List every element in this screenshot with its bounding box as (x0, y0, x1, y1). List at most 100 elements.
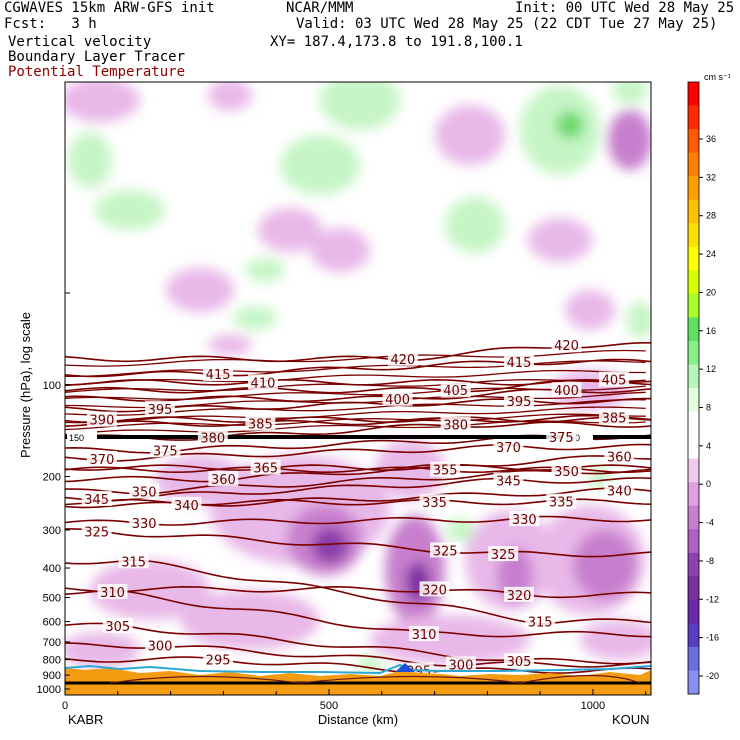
theta-label-bg (208, 471, 239, 487)
colorbar-swatch (688, 364, 699, 389)
theta-label: 355 (433, 464, 458, 479)
theta-label: 415 (206, 368, 231, 383)
colorbar-swatch (688, 411, 699, 436)
theta-label-bg (203, 651, 234, 667)
colorbar-label: -20 (706, 671, 719, 681)
theta-label: 310 (412, 628, 437, 643)
theta-label-bg (445, 656, 476, 672)
theta-label: 390 (90, 414, 115, 429)
theta-label: 360 (607, 451, 632, 466)
colorbar-label: 32 (706, 172, 716, 182)
theta-label-bg (604, 448, 635, 464)
theta-label: 325 (433, 544, 458, 559)
updraft-region (356, 657, 384, 673)
theta-label-bg (86, 411, 117, 427)
velocity-colorbar: 36 32 28 24 20 16 12 8 4 0 -4 -8 -12 -16 -20 (687, 81, 719, 695)
theta-contour-385 (65, 414, 651, 427)
colorbar-swatch (688, 246, 699, 271)
colorbar-swatch (688, 458, 699, 483)
downdraft-region (310, 228, 370, 272)
theta-label: 300 (449, 658, 474, 673)
y-tick-label: 200 (43, 472, 61, 484)
theta-contour-extra (65, 420, 646, 436)
theta-label-bg (546, 428, 577, 444)
colorbar-swatch (688, 176, 699, 201)
colorbar-swatch (688, 105, 699, 130)
theta-label: 340 (607, 484, 632, 499)
updraft-region (320, 82, 400, 130)
theta-contour-345 (65, 477, 651, 502)
downdraft-region (65, 632, 140, 668)
theta-label-bg (118, 553, 149, 569)
downdraft-region (166, 268, 234, 312)
theta-label-bg (102, 617, 133, 633)
theta-contour-extra (65, 385, 646, 400)
y-tick-label: 300 (43, 525, 61, 537)
theta-label: 375 (549, 431, 574, 446)
y-tick-label: 400 (43, 563, 61, 575)
theta-contour-extra (65, 349, 646, 367)
theta-label-bg (440, 416, 471, 432)
theta-label-bg (504, 393, 535, 409)
colorbar-swatch (688, 388, 699, 412)
colorbar-swatch (688, 340, 699, 365)
theta-label-bg (86, 450, 117, 466)
left-endpoint-station: KABR (68, 712, 103, 727)
downdraft-region (65, 82, 140, 122)
colorbar-label: 8 (706, 403, 711, 413)
theta-contour-310 (65, 589, 651, 638)
theta-label: 410 (251, 376, 276, 391)
y-tick-label: 800 (43, 655, 61, 667)
theta-contour-295 (65, 656, 651, 674)
theta-label-bg (171, 496, 202, 512)
theta-contour-extra (65, 369, 646, 387)
downdraft-region (208, 82, 252, 111)
x-tick-label: 1000 (581, 700, 605, 712)
y-axis-label: Pressure (hPa), log scale (18, 312, 33, 458)
downdraft-region (208, 335, 252, 355)
theta-label-bg (81, 523, 112, 539)
theta-label-bg (604, 482, 635, 498)
colorbar-label: 16 (706, 326, 716, 336)
colorbar-swatch (688, 599, 699, 624)
y-tick-label: 500 (43, 592, 61, 604)
theta-label-bg (504, 653, 535, 669)
theta-label: 420 (554, 339, 579, 354)
colorbar-swatch (688, 670, 699, 695)
theta-label-bg (97, 584, 128, 600)
colorbar-label: 4 (706, 441, 711, 451)
field-potential-temperature: Potential Temperature (8, 64, 186, 80)
colorbar-swatch (688, 529, 699, 554)
theta-contour-330 (65, 515, 651, 526)
y-tick-label: 600 (43, 617, 61, 629)
distance-axis: 0 500 1000 (62, 689, 647, 712)
right-endpoint-station: KOUN (612, 712, 650, 727)
colorbar-label: -8 (706, 556, 714, 566)
y-tick-label: 1000 (37, 684, 61, 696)
theta-label-bg (408, 626, 439, 642)
x-tick-label: 0 (62, 700, 68, 712)
theta-label-bg (493, 472, 524, 488)
theta-label-bg (129, 514, 160, 530)
colorbar-label: 20 (706, 287, 716, 297)
colorbar-swatch (688, 129, 699, 154)
downdraft-region (258, 208, 322, 252)
downdraft-region (565, 290, 615, 330)
updraft-region (68, 132, 112, 188)
theta-label-bg (145, 401, 176, 417)
forecast-hour: Fcst: 3 h (4, 16, 97, 32)
theta-label: 400 (554, 384, 579, 399)
downdraft-region (580, 620, 651, 660)
colorbar-unit: cm s⁻¹ (704, 72, 731, 82)
colorbar-swatch (688, 576, 699, 601)
theta-label-bg (509, 511, 540, 527)
theta-label-bg (599, 371, 630, 387)
organization: NCAR/MMM (286, 0, 354, 16)
theta-label-bg (551, 463, 582, 479)
theta-label: 305 (507, 655, 532, 670)
theta-label-bg (250, 459, 281, 475)
updraft-region (280, 135, 360, 195)
colorbar-label: 36 (706, 134, 716, 144)
theta-label: 335 (422, 496, 447, 511)
colorbar-label: -12 (706, 594, 719, 604)
